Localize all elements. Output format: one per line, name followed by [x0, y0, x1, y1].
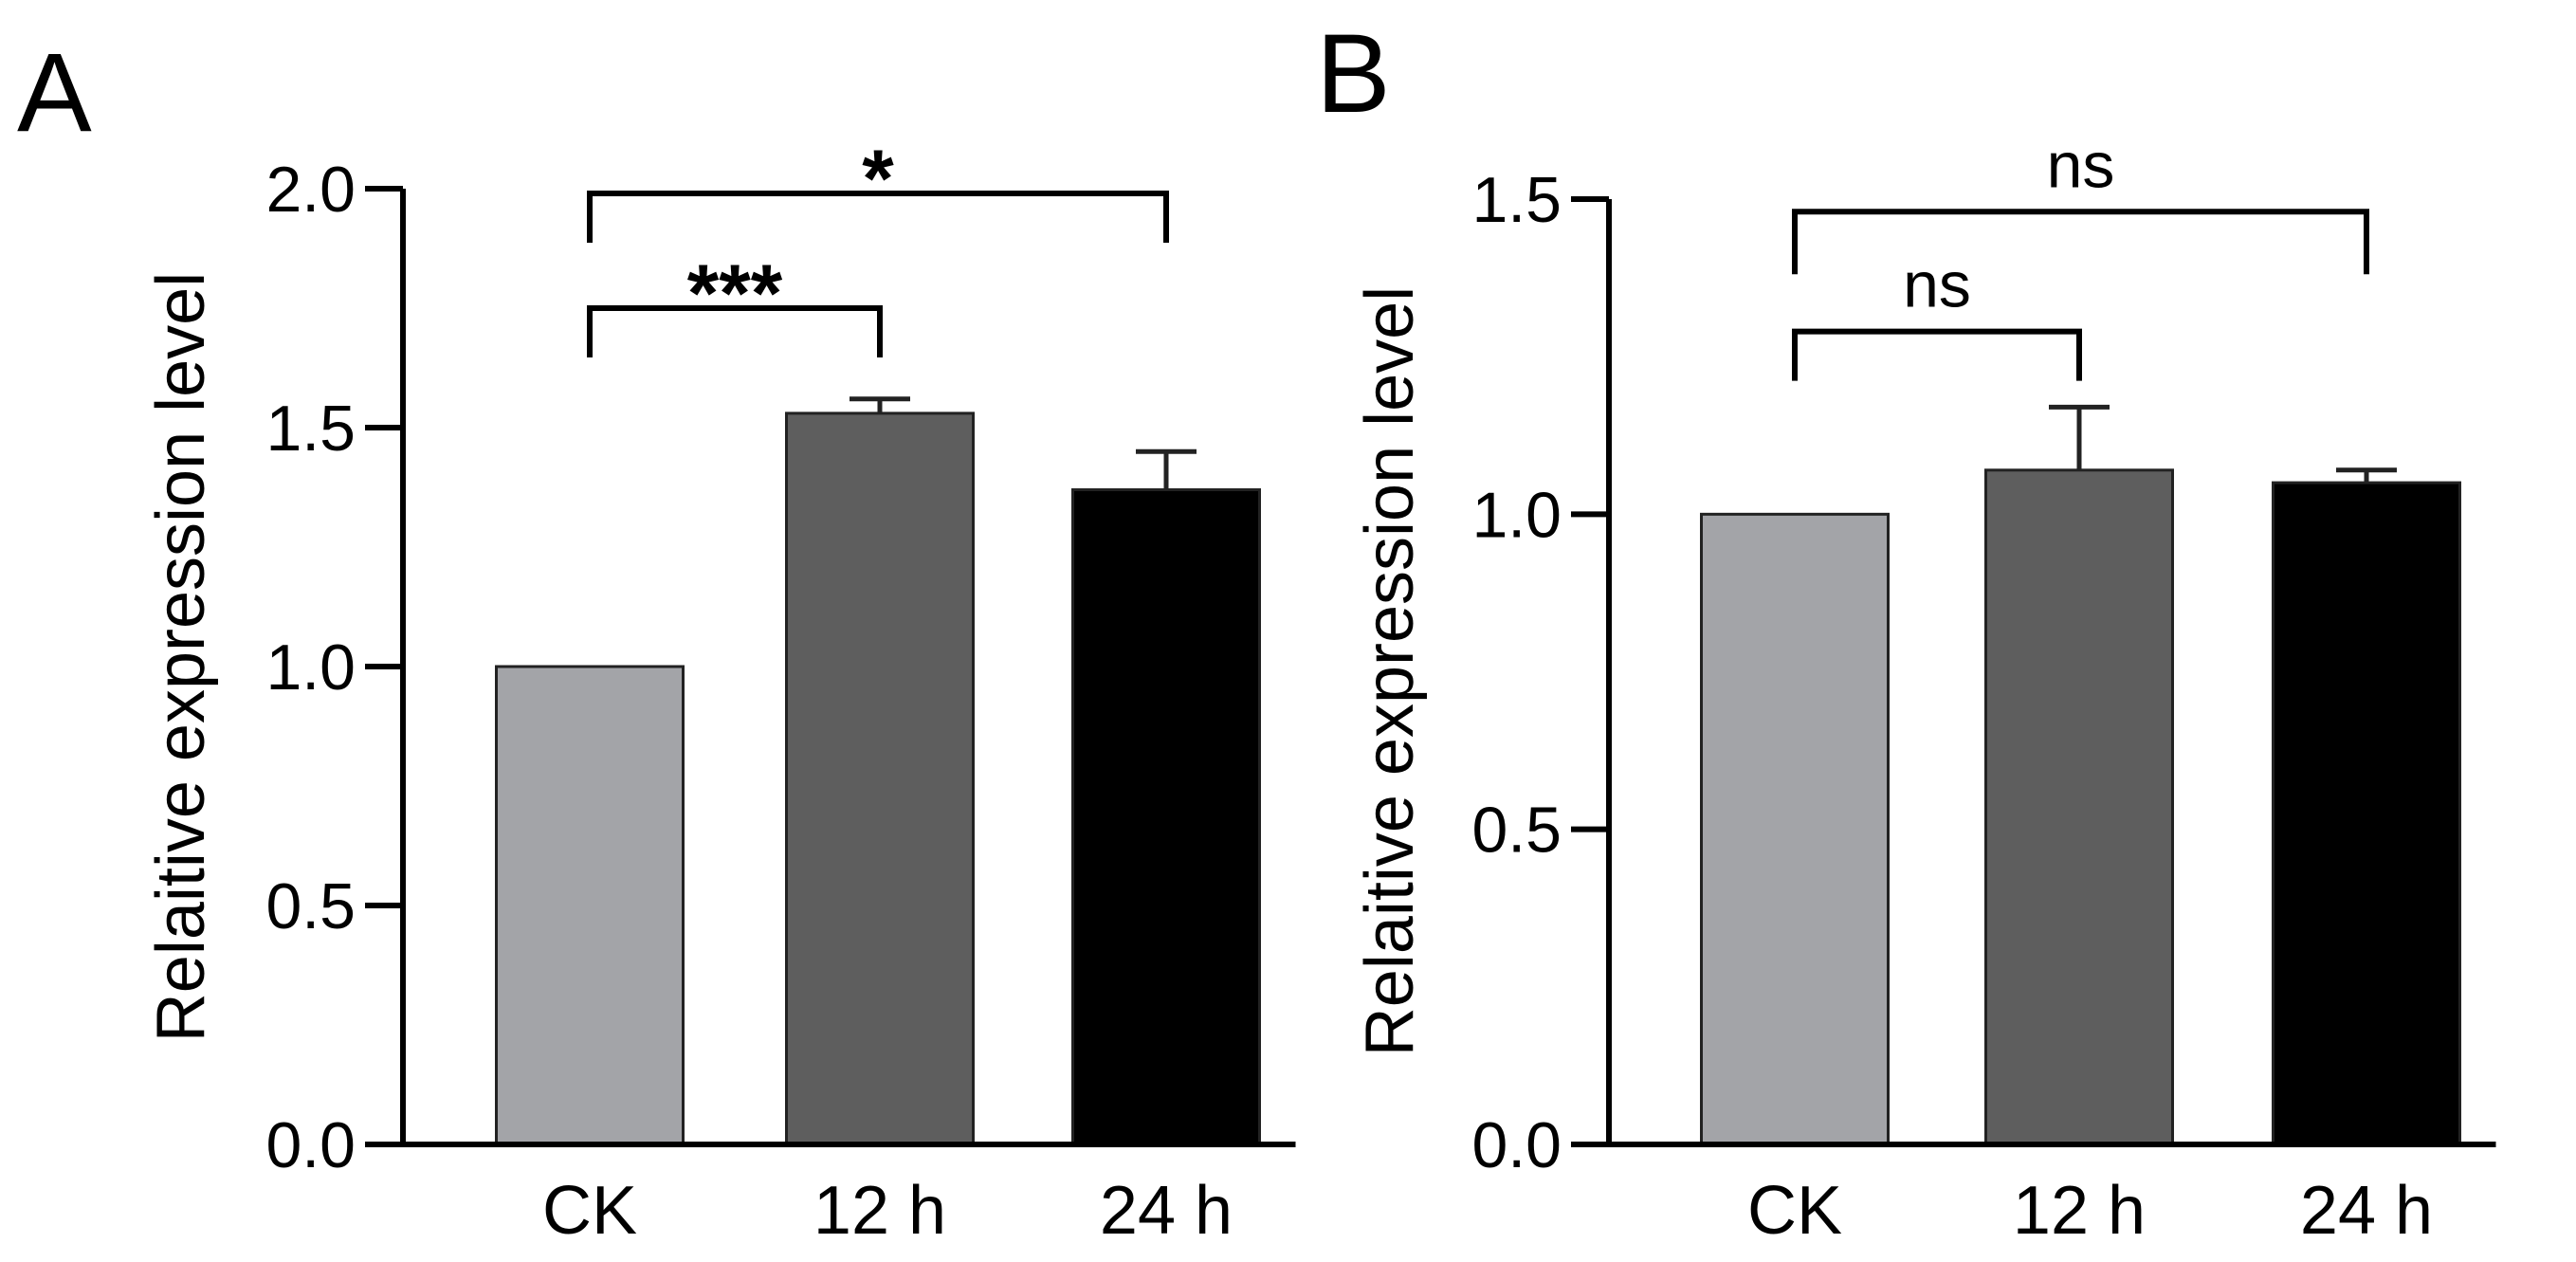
panel-b-bar-1: [1984, 468, 2174, 1146]
panel-b-x-tick-label-1: 12 h: [2013, 1173, 2146, 1249]
panel-a-y-tick-label-0: 0.0: [265, 1109, 356, 1181]
panel-b-significance-bracket-0: [1792, 328, 2082, 381]
panel-a-x-tick-label-2: 24 h: [1100, 1173, 1233, 1249]
panel-b-y-axis-label: Relaitive expression level: [1352, 286, 1428, 1056]
panel-a-y-tick-label-4: 2.0: [265, 154, 356, 226]
panel-b-y-tick-label-3: 1.5: [1471, 164, 1562, 236]
panel-a-bar-2: [1071, 488, 1261, 1146]
panel-b-plot: 0.0 0.5 1.0 1.5 CK 12 h 24 h ns ns: [1471, 129, 2496, 1249]
panel-b-significance-label-0: ns: [1903, 249, 1971, 321]
panel-a-significance-label-0: ***: [687, 248, 783, 339]
panel-a-significance-label-1: *: [862, 134, 894, 225]
panel-b-x-tick-label-2: 24 h: [2300, 1173, 2433, 1249]
panel-a-plot: 0.00.51.01.52.0CK 12 h 24 h****: [265, 134, 1296, 1249]
panel-b-significance-bracket-1: [1792, 209, 2369, 275]
panel-b-x-tick-label-0: CK: [1747, 1173, 1842, 1249]
panel-a: A Relaitive expression level 0.0 0.5 1.0 1.…: [17, 30, 1296, 1249]
panel-b-bar-2: [2272, 481, 2461, 1146]
panel-a-x-tick-label-0: CK: [542, 1173, 637, 1249]
panel-a-significance-bracket-1: [587, 191, 1169, 244]
panel-b: B Relaitive expression level 0.0 0.5 1.0 1.…: [1316, 11, 2496, 1249]
panel-a-bar-0: [495, 665, 685, 1146]
panel-b-significance-label-1: ns: [2047, 129, 2115, 201]
panel-a-y-tick-label-2: 1.0: [265, 631, 356, 704]
panel-b-letter: B: [1316, 11, 1391, 137]
panel-a-y-tick-label-1: 0.5: [265, 870, 356, 942]
panel-a-bar-1: [785, 412, 975, 1146]
panel-a-x-tick-label-1: 12 h: [813, 1173, 946, 1249]
panel-b-y-tick-label-2: 1.0: [1471, 479, 1562, 551]
panel-a-y-axis-label: Relaitive expression level: [143, 272, 219, 1042]
panel-a-significance-bracket-0: [587, 305, 883, 357]
panel-b-bar-0: [1700, 512, 1890, 1146]
panel-a-letter: A: [17, 30, 92, 155]
panel-b-y-tick-label-1: 0.5: [1471, 795, 1562, 867]
panel-b-y-tick-label-0: 0.0: [1471, 1109, 1562, 1181]
panel-a-y-tick-label-3: 1.5: [265, 393, 356, 465]
